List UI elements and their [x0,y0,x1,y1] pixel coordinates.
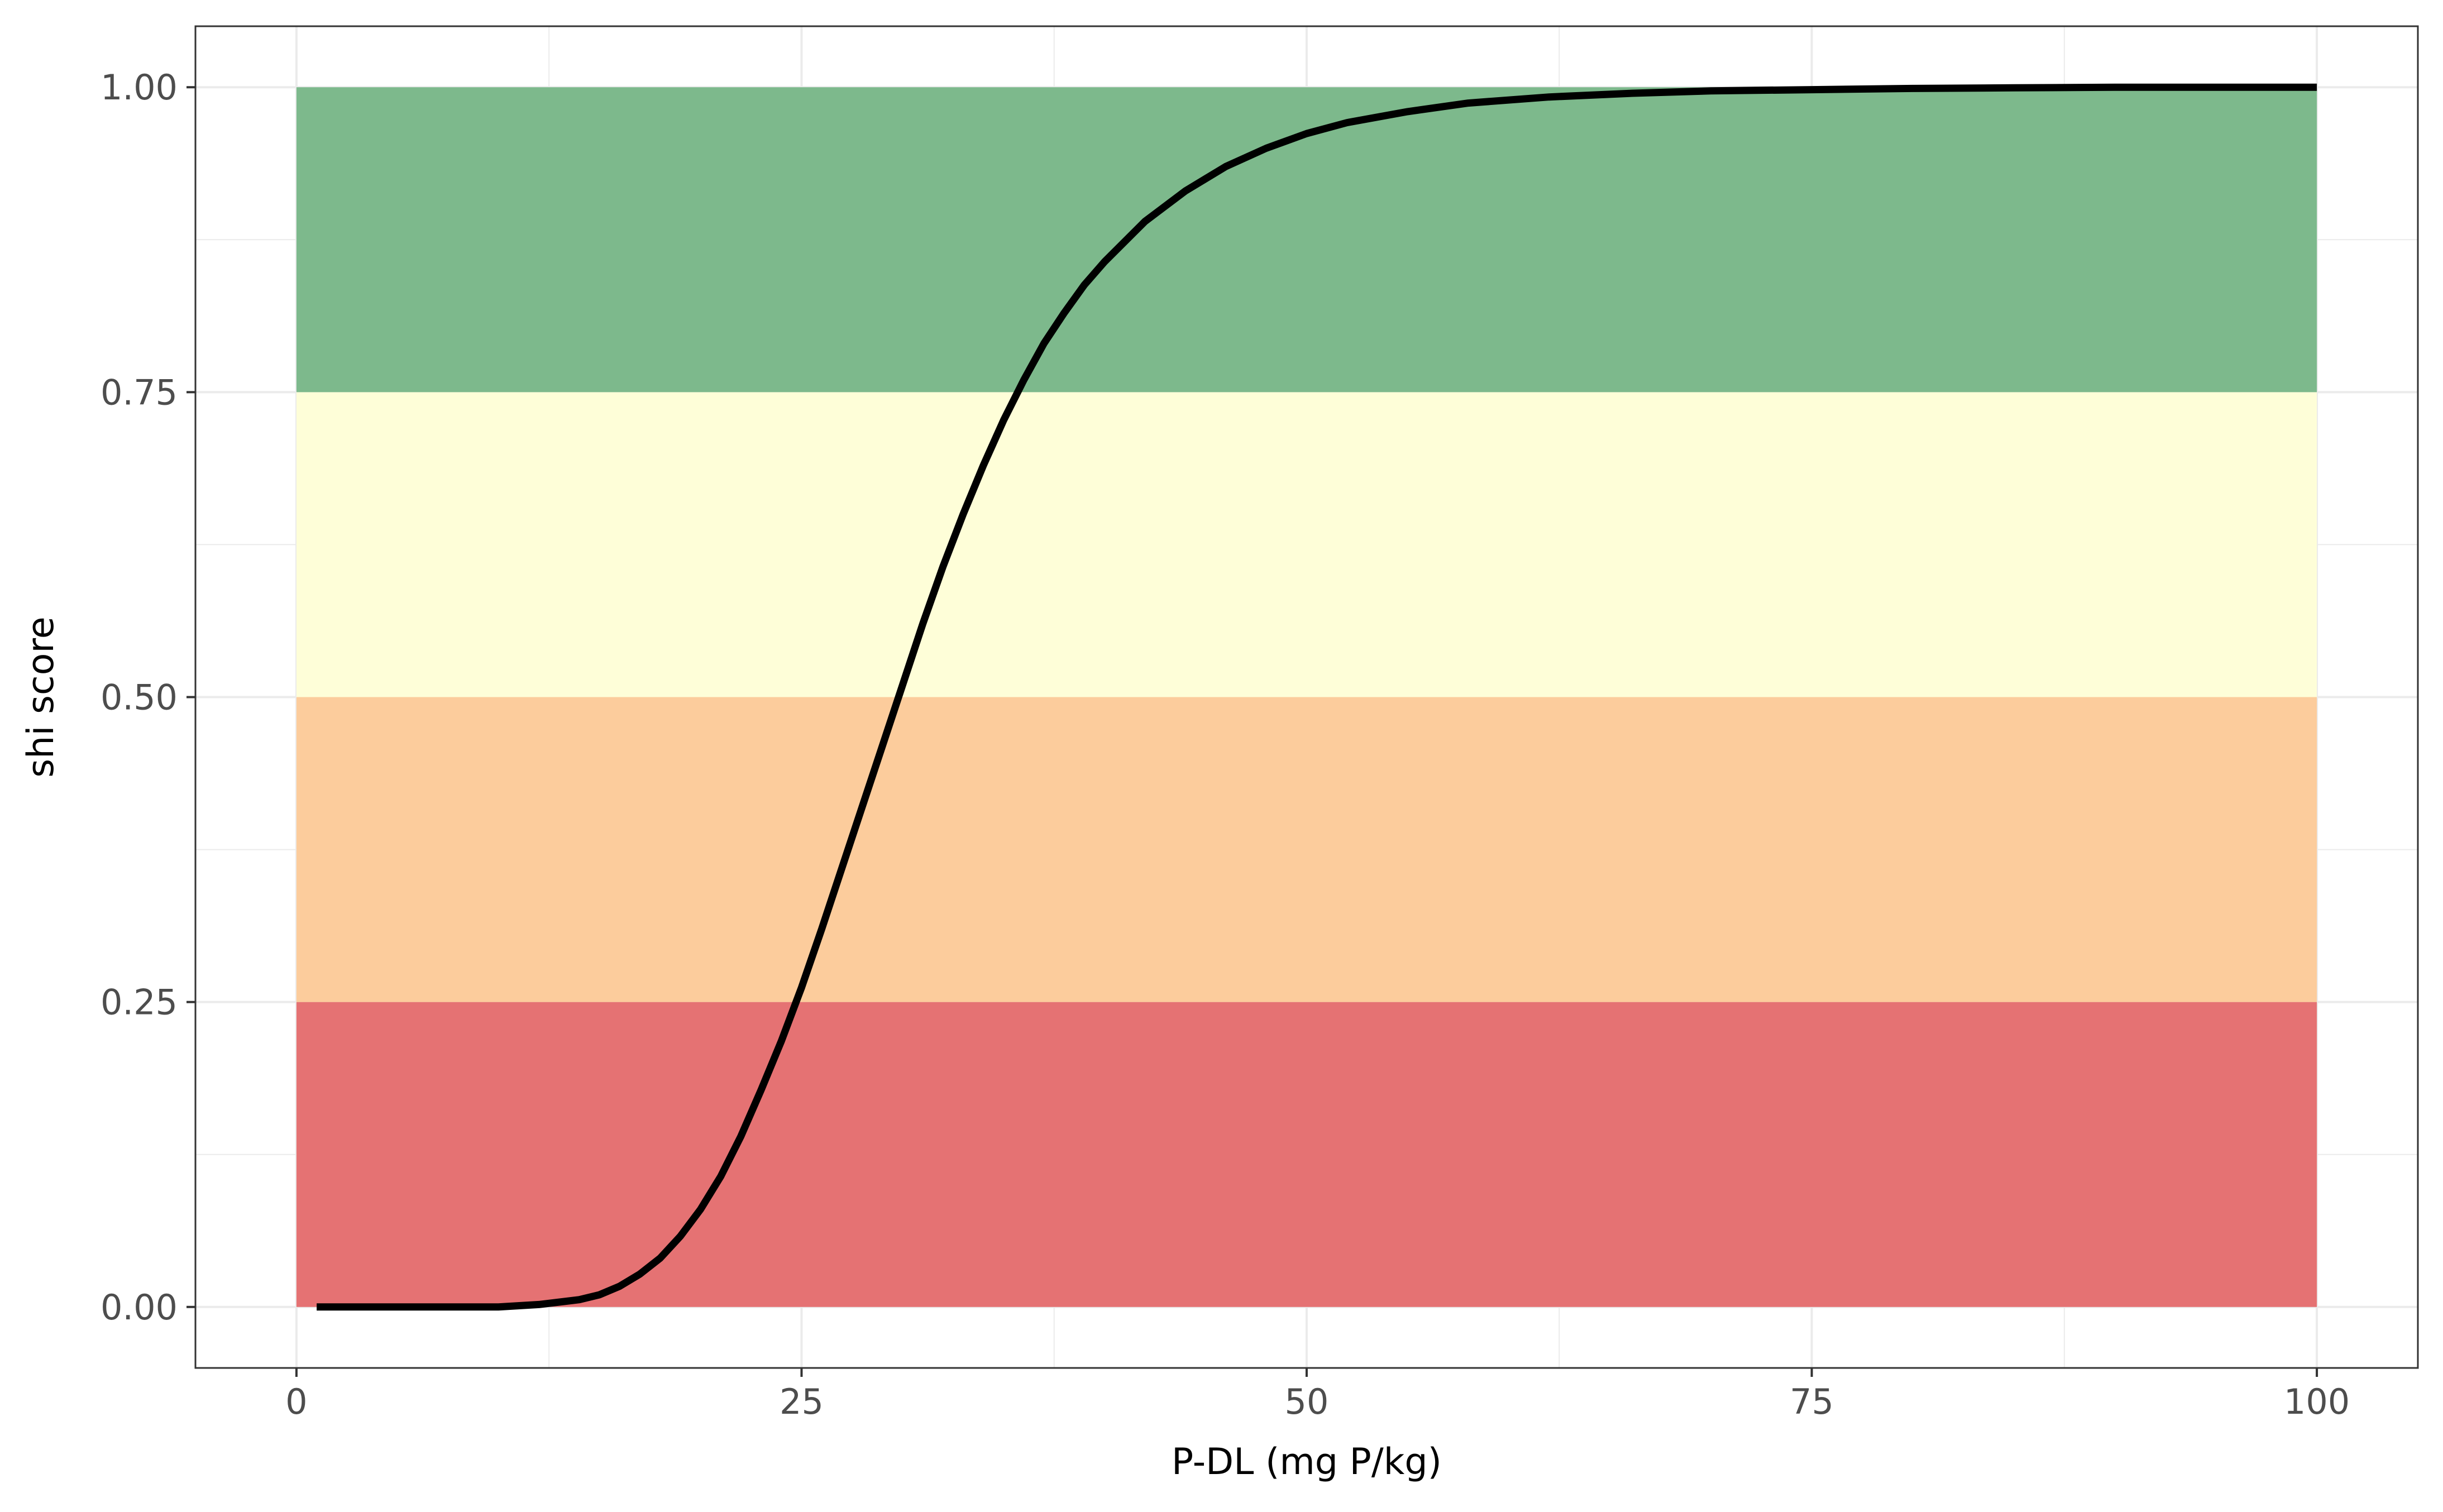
y-tick-label: 0.00 [101,1287,178,1328]
y-axis-title: shi score [20,616,62,777]
score-band-0 [296,1002,2317,1307]
y-tick-label: 0.25 [101,982,178,1023]
x-axis-ticks: 0 25 50 75 100 [285,1368,2350,1422]
x-tick-label: 50 [1285,1381,1329,1422]
x-tick-label: 100 [2284,1381,2350,1422]
series-line-0 [317,83,2317,1311]
score-band-1 [296,697,2317,1002]
score-bands [296,87,2317,1307]
y-tick-label: 0.75 [101,372,178,413]
y-tick-label: 0.50 [101,677,178,718]
y-tick-label: 1.00 [101,67,178,108]
series-layer [317,83,2317,1311]
x-axis-title: P-DL (mg P/kg) [1172,1441,1442,1483]
score-band-3 [296,87,2317,393]
x-tick-label: 25 [780,1381,824,1422]
score-band-2 [296,392,2317,697]
y-axis-ticks: 0.00 0.25 0.50 0.75 1.00 [101,67,195,1328]
x-tick-label: 0 [285,1381,307,1422]
x-tick-label: 75 [1790,1381,1834,1422]
